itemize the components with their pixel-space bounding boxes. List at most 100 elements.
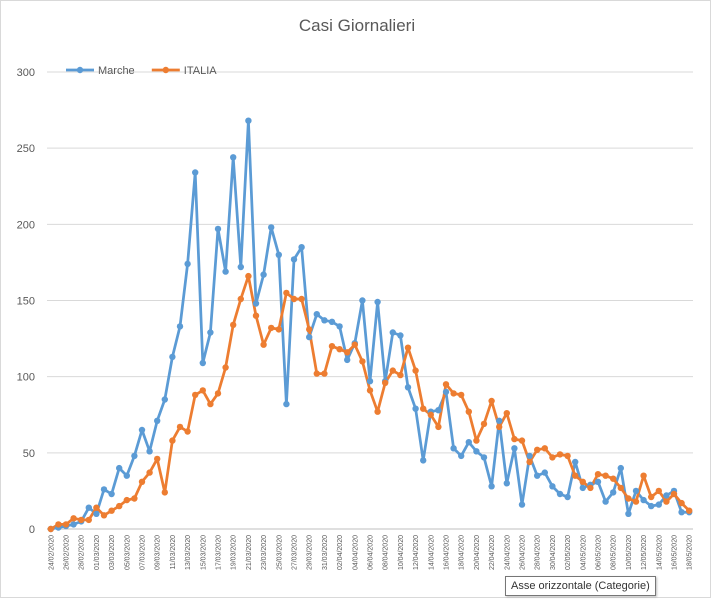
data-point: [435, 407, 442, 414]
data-point: [397, 371, 404, 379]
data-point: [442, 388, 450, 396]
x-tick-label: 10/05/2020: [626, 535, 633, 570]
y-tick-label: 250: [17, 143, 35, 155]
data-point: [594, 471, 602, 478]
data-point: [245, 272, 252, 280]
data-point: [518, 501, 526, 508]
x-tick-label: 25/03/2020: [276, 535, 283, 570]
data-point: [268, 324, 275, 332]
data-point: [534, 472, 541, 479]
x-tick-label: 29/03/2020: [307, 535, 314, 570]
data-point: [192, 169, 199, 176]
x-tick-label: 11/03/2020: [170, 535, 177, 570]
data-point: [230, 154, 237, 161]
chart-title: Casi Giornalieri: [299, 16, 415, 35]
data-point: [602, 498, 609, 505]
x-tick-label: 24/02/2020: [48, 535, 55, 570]
data-point: [435, 423, 442, 431]
y-tick-label: 300: [17, 67, 35, 79]
data-point: [351, 341, 358, 348]
data-point: [480, 454, 488, 461]
data-point: [686, 507, 693, 514]
data-point: [655, 487, 662, 495]
x-tick-label: 22/04/2020: [489, 535, 496, 570]
data-point: [138, 426, 146, 434]
data-point: [602, 472, 609, 479]
x-tick-label: 02/05/2020: [565, 535, 572, 570]
data-point: [572, 458, 579, 466]
x-tick-label: 14/05/2020: [656, 535, 663, 570]
x-tick-label: 13/03/2020: [185, 535, 192, 570]
data-point: [313, 370, 320, 377]
data-point: [290, 295, 298, 303]
data-point: [450, 445, 457, 452]
legend-marker: [76, 66, 84, 74]
data-point: [313, 311, 320, 318]
data-point: [336, 346, 343, 353]
data-point: [184, 428, 191, 435]
data-point: [412, 367, 419, 374]
x-tick-label: 18/04/2020: [459, 535, 466, 570]
data-point: [176, 323, 184, 330]
data-point: [511, 435, 518, 443]
x-axis: 24/02/2020 26/02/2020 28/02/2020 01/03/2020…: [47, 528, 694, 570]
data-point: [610, 489, 617, 496]
data-point: [260, 341, 267, 348]
data-point: [70, 515, 77, 522]
y-tick-label: 150: [17, 296, 35, 308]
data-point: [374, 408, 381, 415]
data-point: [123, 472, 130, 479]
gridlines: [47, 71, 693, 454]
data-point: [534, 446, 541, 453]
data-point: [412, 405, 419, 412]
data-point: [283, 289, 290, 297]
x-tick-label: 06/05/2020: [596, 535, 603, 570]
data-point: [100, 486, 108, 493]
x-tick-label: 08/04/2020: [383, 535, 390, 570]
data-point: [131, 452, 138, 460]
data-point: [503, 410, 510, 417]
data-point: [336, 323, 343, 330]
data-point: [252, 300, 260, 307]
data-point: [245, 117, 252, 124]
x-tick-label: 31/03/2020: [322, 535, 329, 570]
data-point: [526, 458, 533, 466]
data-point: [389, 329, 396, 336]
x-tick-label: 01/03/2020: [94, 535, 101, 570]
x-tick-label: 26/02/2020: [64, 535, 71, 570]
data-point: [328, 343, 336, 350]
data-point: [549, 483, 556, 490]
data-point: [321, 370, 328, 377]
data-point: [298, 295, 305, 303]
data-point: [572, 472, 579, 479]
y-tick-label: 50: [23, 448, 35, 460]
x-tick-label: 23/03/2020: [261, 535, 268, 570]
data-point: [169, 353, 176, 361]
x-tick-label: 09/03/2020: [155, 535, 162, 570]
data-point: [78, 516, 85, 524]
x-tick-label: 24/04/2020: [504, 535, 511, 570]
data-point: [161, 396, 168, 403]
data-point: [397, 332, 404, 339]
data-point: [382, 379, 389, 386]
data-point: [648, 502, 655, 510]
data-point: [116, 464, 123, 472]
data-point: [283, 400, 290, 408]
data-point: [306, 326, 313, 333]
data-point: [480, 420, 488, 428]
data-point: [465, 439, 472, 446]
data-point: [146, 448, 153, 455]
data-point: [404, 384, 412, 391]
x-tick-label: 21/03/2020: [246, 535, 253, 570]
x-tick-label: 27/03/2020: [292, 535, 299, 570]
data-point: [306, 333, 313, 341]
data-point: [488, 483, 495, 490]
data-point: [85, 504, 93, 511]
x-tick-label: 15/03/2020: [200, 535, 207, 570]
x-tick-label: 20/04/2020: [474, 535, 481, 570]
data-point: [154, 417, 161, 424]
data-point: [655, 501, 662, 508]
x-tick-label: 12/04/2020: [413, 535, 420, 570]
data-point: [617, 464, 624, 472]
